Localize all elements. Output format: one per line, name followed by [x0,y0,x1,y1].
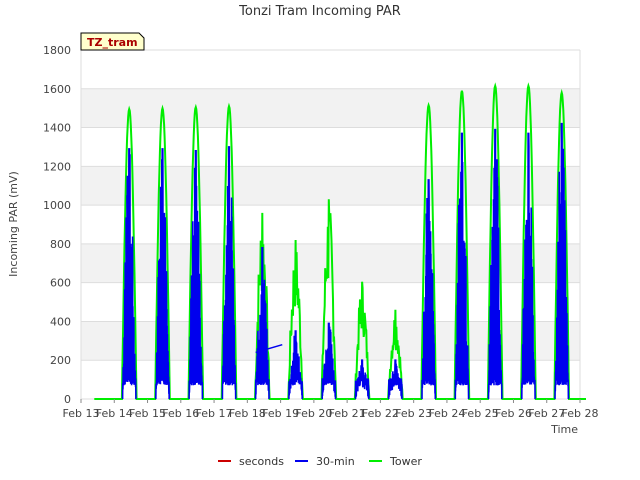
x-tick-label: Feb 23 [395,407,432,420]
thirty-min-day-trace [254,247,270,400]
plot-band [81,166,580,206]
y-tick-label: 600 [50,277,71,290]
thirty-min-day-trace [321,322,337,400]
site-badge-box [80,32,145,51]
thirty-min-day-trace [288,330,303,400]
thirty-min-day-trace [554,122,570,400]
thirty-min-day-trace [188,150,204,400]
y-tick-label: 1400 [43,122,71,135]
thirty-min-day-trace [487,128,503,400]
plot-band [81,88,580,128]
x-tick-label: Feb 14 [96,407,133,420]
x-tick-label: Feb 26 [495,407,532,420]
thirty-min-day-trace [421,179,437,400]
y-tick-label: 800 [50,238,71,251]
thirty-min-day-trace [521,132,536,400]
legend: seconds 30-min Tower [218,455,422,468]
x-tick-label: Feb 25 [462,407,499,420]
y-axis-title: Incoming PAR (mV) [7,171,20,277]
series-30-min [121,122,570,400]
x-tick-label: Feb 27 [528,407,565,420]
thirty-min-day-trace [387,359,403,400]
x-tick-label: Feb 17 [196,407,233,420]
x-tick-label: Feb 22 [362,407,399,420]
x-tick-label: Feb 18 [229,407,266,420]
x-tick-label: Feb 15 [129,407,166,420]
x-tick-label: Feb 28 [562,407,599,420]
thirty-min-day-trace [221,146,237,400]
site-badge: TZ_tram [80,32,145,51]
thirty-min-gap-segment [255,343,283,354]
thirty-min-day-trace [121,148,137,400]
y-axis-ticks: 0 200 400 600 800 1000 1200 1400 1600 1800 [43,44,71,406]
tower-line [94,82,586,400]
x-tick-label: Feb 13 [63,407,100,420]
legend-label-tower: Tower [389,455,422,468]
thirty-min-day-trace [454,132,470,400]
x-tick-label: Feb 16 [162,407,199,420]
y-tick-label: 1800 [43,44,71,57]
legend-label-seconds: seconds [239,455,284,468]
y-tick-label: 200 [50,354,71,367]
series-tower [94,82,586,400]
y-tick-label: 1200 [43,160,71,173]
legend-label-30-min: 30-min [316,455,355,468]
y-tick-label: 1600 [43,83,71,96]
x-tick-label: Feb 20 [295,407,332,420]
x-tick-label: Feb 21 [329,407,366,420]
y-tick-label: 400 [50,315,71,328]
x-axis-title: Time [550,423,578,436]
thirty-min-day-trace [155,148,170,400]
thirty-min-day-trace [354,359,370,400]
x-tick-label: Feb 19 [262,407,299,420]
plot-band [81,243,580,283]
y-tick-label: 1000 [43,199,71,212]
chart-title: Tonzi Tram Incoming PAR [238,4,401,19]
site-badge-label: TZ_tram [87,36,138,49]
x-tick-label: Feb 24 [428,407,465,420]
y-tick-label: 0 [64,393,71,406]
